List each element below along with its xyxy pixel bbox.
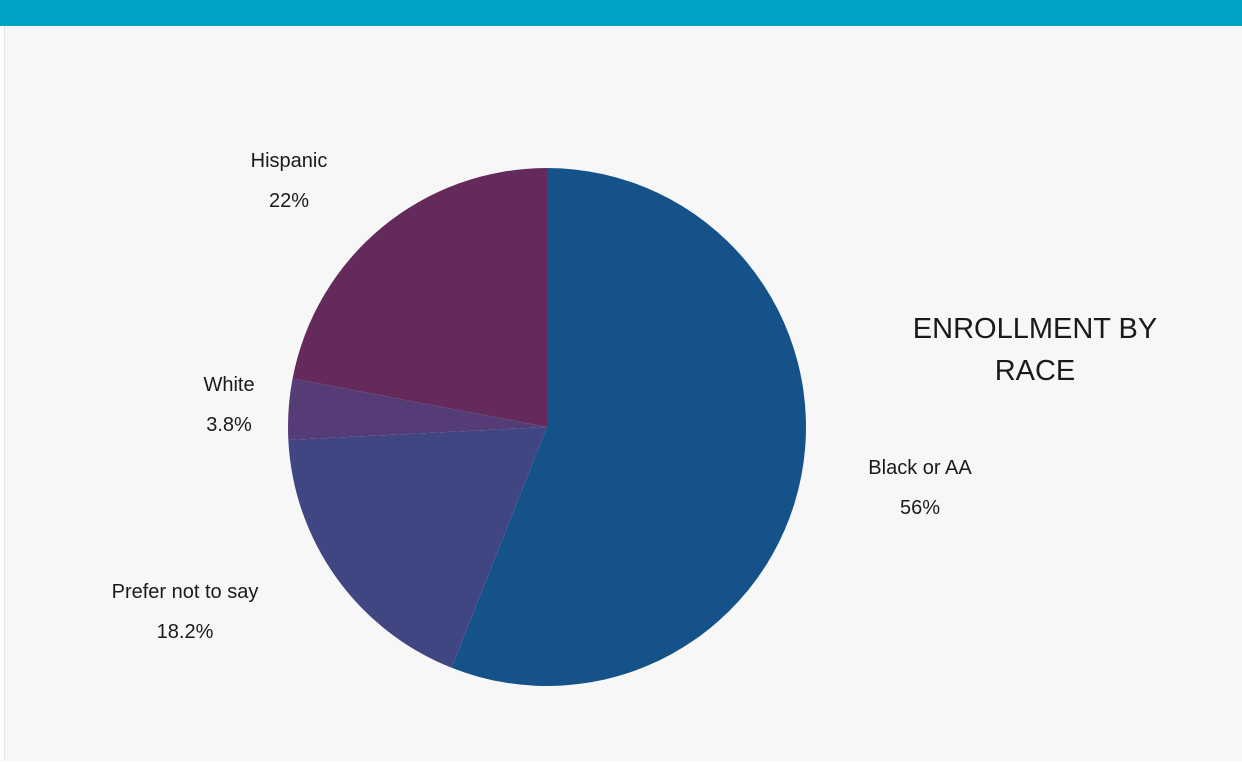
slice-label-white: White 3.8% bbox=[203, 374, 254, 436]
chart-title-line-2: RACE bbox=[995, 355, 1076, 387]
slice-label-prefer-not: Prefer not to say 18.2% bbox=[112, 581, 259, 643]
slice-label-black: Black or AA 56% bbox=[868, 457, 972, 519]
pie-slice-prefer-not bbox=[288, 427, 547, 668]
slice-label-hispanic-name: Hispanic bbox=[251, 150, 328, 172]
slice-label-prefer-not-name: Prefer not to say bbox=[112, 581, 259, 603]
slice-label-black-name: Black or AA bbox=[868, 457, 972, 479]
pie-slice-hispanic bbox=[292, 167, 547, 427]
header-accent-bar bbox=[0, 0, 1242, 26]
chart-title-line-1: ENROLLMENT BY bbox=[913, 313, 1157, 345]
chart-title: ENROLLMENT BY RACE bbox=[913, 313, 1157, 387]
pie-slices bbox=[288, 167, 806, 687]
pie-slice-white bbox=[288, 378, 547, 441]
slice-label-prefer-not-value: 18.2% bbox=[157, 621, 214, 643]
slice-labels: Black or AA 56% Prefer not to say 18.2% … bbox=[112, 150, 973, 643]
slice-label-white-name: White bbox=[203, 374, 254, 396]
slice-label-hispanic-value: 22% bbox=[269, 190, 309, 212]
pie-slice-black bbox=[451, 168, 806, 687]
slice-label-white-value: 3.8% bbox=[206, 414, 252, 436]
slice-label-hispanic: Hispanic 22% bbox=[251, 150, 328, 212]
slice-label-black-value: 56% bbox=[900, 497, 940, 519]
